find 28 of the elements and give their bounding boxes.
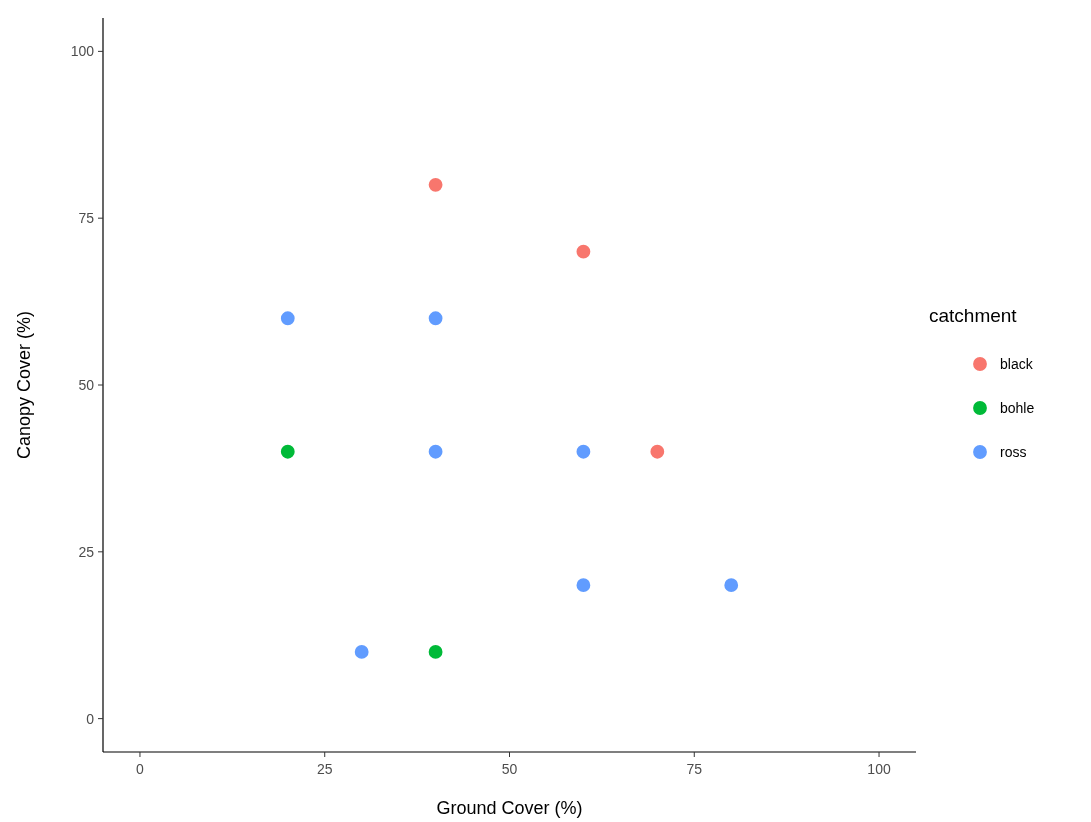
point	[428, 444, 443, 459]
x-tick-label: 25	[316, 761, 333, 777]
y-tick-label: 25	[78, 543, 95, 560]
point	[354, 645, 369, 659]
legend-label: bohle	[1000, 400, 1035, 416]
point	[280, 311, 295, 326]
legend-label: ross	[1000, 444, 1027, 460]
x-tick-label: 50	[501, 761, 518, 777]
y-tick-label: 100	[70, 43, 95, 60]
y-axis-title: Canopy Cover (%)	[14, 310, 34, 460]
x-tick-label: 0	[136, 761, 145, 777]
x-tick-label: 75	[686, 761, 703, 777]
point	[576, 444, 591, 459]
point	[576, 578, 591, 593]
point	[576, 244, 591, 259]
legend-label: black	[1000, 356, 1034, 372]
y-tick-label: 0	[86, 710, 95, 727]
y-tick-label: 75	[78, 210, 95, 227]
legend-title: catchment	[929, 305, 1018, 326]
point	[428, 311, 443, 326]
point	[280, 444, 295, 459]
x-tick-label: 100	[867, 761, 891, 777]
point	[428, 645, 443, 659]
point	[428, 177, 443, 192]
point	[724, 578, 739, 593]
point	[650, 444, 665, 459]
y-tick-label: 50	[78, 377, 95, 393]
x-axis-title: Ground Cover (%)	[436, 798, 583, 818]
